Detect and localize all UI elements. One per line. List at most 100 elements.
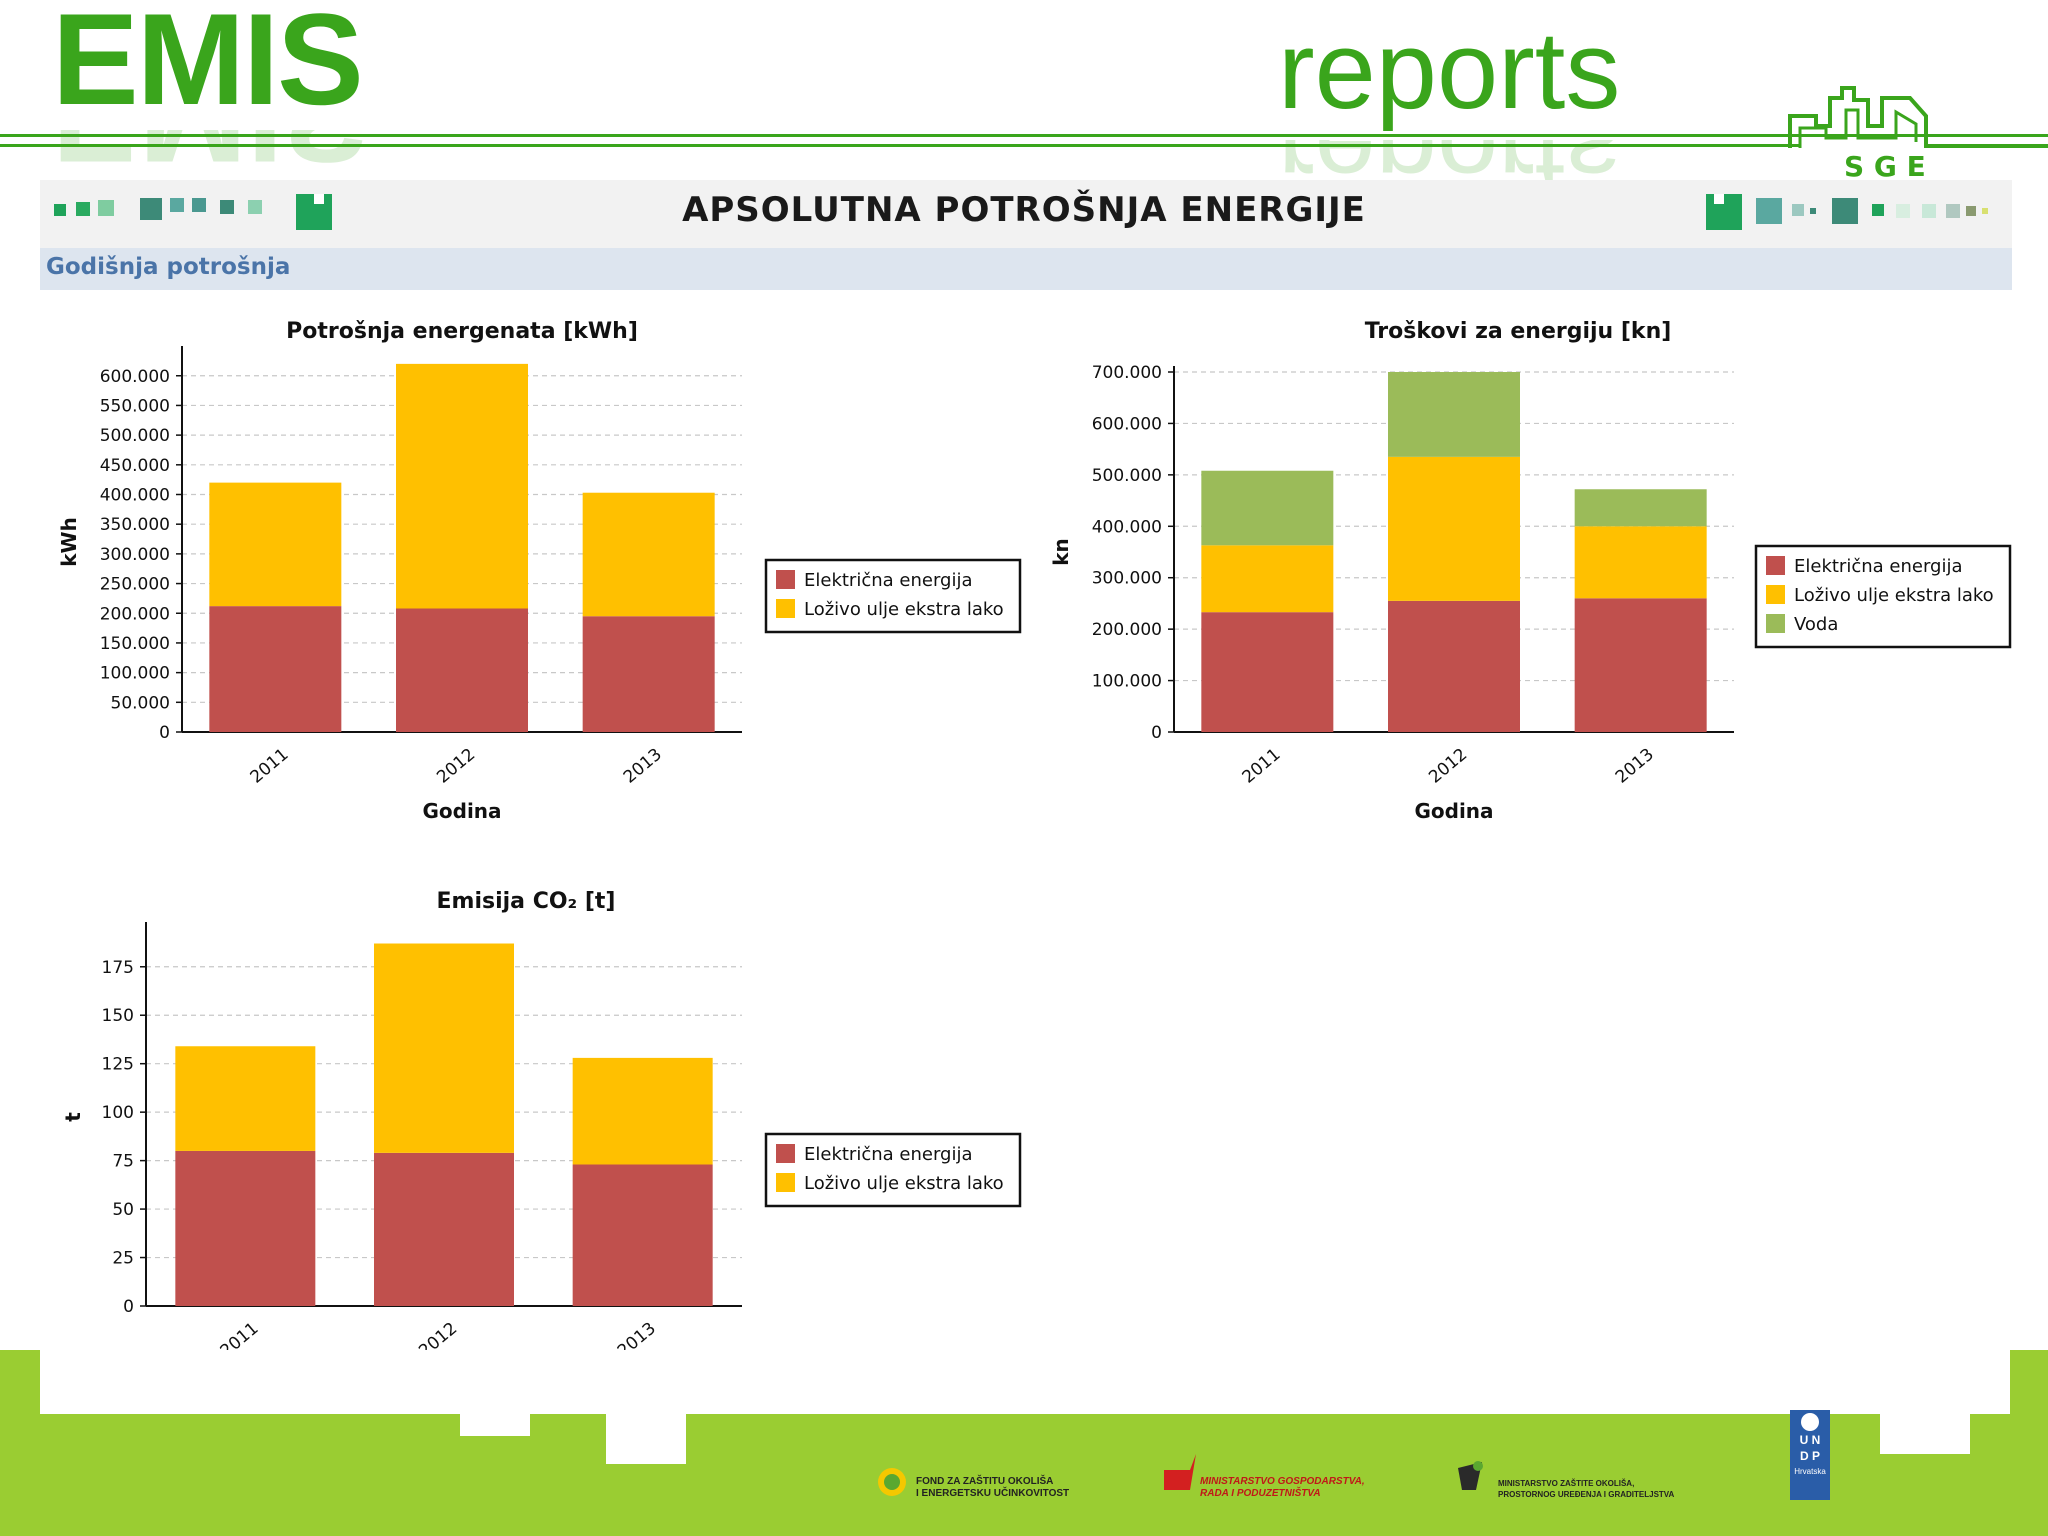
bar-2012-0 xyxy=(1388,600,1520,732)
header-divider-bottom xyxy=(0,144,1800,147)
mzopu-logo-line-1: MINISTARSTVO ZAŠTITE OKOLIŠA, xyxy=(1498,1479,1635,1488)
y-tick-label: 150 xyxy=(102,1006,134,1026)
bar-2011-1 xyxy=(209,482,342,607)
mzopu-logo-line-2: PROSTORNOG UREĐENJA I GRADITELJSTVA xyxy=(1498,1490,1675,1499)
bar-2012-1 xyxy=(396,363,528,609)
legend-swatch xyxy=(1766,585,1785,604)
chart-title: Emisija CO₂ [t] xyxy=(437,889,616,914)
y-tick-label: 75 xyxy=(112,1152,134,1172)
ministarstvo-okolisa-logo: MINISTARSTVO ZAŠTITE OKOLIŠA, PROSTORNOG… xyxy=(1498,1478,1674,1500)
y-axis-label: t xyxy=(61,1112,85,1122)
y-tick-label: 250.000 xyxy=(100,575,170,595)
legend-label: Loživo ulje ekstra lako xyxy=(804,1173,1004,1194)
sge-logo-text: S G E xyxy=(1844,150,1926,180)
undp-logo-line-3: Hrvatska xyxy=(1794,1467,1826,1476)
chart-energy-costs: Troškovi za energiju [kn] 0 100.000 200.000… xyxy=(1049,319,2012,823)
bar-2011-1 xyxy=(1201,545,1334,613)
legend-box xyxy=(764,1132,1022,1208)
bar-2012-2 xyxy=(1388,372,1520,457)
y-tick-label: 600.000 xyxy=(100,367,170,387)
legend-swatch xyxy=(1766,614,1785,633)
legend-swatch xyxy=(1766,556,1785,575)
fond-logo-line-2: I ENERGETSKU UČINKOVITOST xyxy=(916,1488,1070,1499)
legend-swatch xyxy=(776,599,795,618)
bar-2011-2 xyxy=(1201,470,1334,546)
chart-title: Troškovi za energiju [kn] xyxy=(1365,319,1672,344)
legend-label: Električna energija xyxy=(804,570,973,591)
y-tick-label: 700.000 xyxy=(1092,363,1162,383)
brand-reports: reports xyxy=(1278,9,1621,132)
y-tick-label: 100 xyxy=(102,1103,134,1123)
bar-2013-0 xyxy=(1574,598,1707,732)
x-tick-label: 2013 xyxy=(620,745,666,788)
y-tick-label: 200.000 xyxy=(1092,620,1162,640)
sge-house-logo: S G E xyxy=(1788,86,2048,180)
brand-emis-reflection: EMIS xyxy=(52,130,370,182)
y-tick-label: 100.000 xyxy=(100,664,170,684)
undp-logo-line-1: U N xyxy=(1799,1433,1821,1447)
bar-2011-0 xyxy=(175,1150,316,1306)
y-tick-label: 0 xyxy=(123,1297,134,1317)
legend-swatch xyxy=(776,570,795,589)
y-tick-label: 300.000 xyxy=(100,545,170,565)
bar-2013-0 xyxy=(572,1164,713,1306)
fond-logo-line-1: FOND ZA ZAŠTITU OKOLIŠA xyxy=(916,1476,1054,1487)
header-divider-top xyxy=(0,134,2048,137)
y-tick-label: 100.000 xyxy=(1092,672,1162,692)
y-axis-label: kWh xyxy=(57,517,81,567)
bar-2013-1 xyxy=(1574,526,1707,599)
bar-2013-1 xyxy=(582,492,715,617)
x-tick-label: 2013 xyxy=(1612,745,1658,788)
y-tick-label: 450.000 xyxy=(100,456,170,476)
x-axis-label: Godina xyxy=(1414,799,1493,823)
y-tick-label: 400.000 xyxy=(1092,517,1162,537)
legend-label: Loživo ulje ekstra lako xyxy=(1794,585,1994,606)
y-tick-label: 200.000 xyxy=(100,604,170,624)
y-tick-label: 500.000 xyxy=(100,426,170,446)
legend-label: Voda xyxy=(1794,614,1838,635)
y-tick-label: 400.000 xyxy=(100,486,170,506)
bar-2012-1 xyxy=(1388,456,1520,601)
bar-2011-0 xyxy=(1201,612,1334,732)
legend-label: Električna energija xyxy=(1794,556,1963,577)
y-tick-label: 50 xyxy=(112,1200,134,1220)
y-tick-label: 150.000 xyxy=(100,634,170,654)
x-tick-label: 2012 xyxy=(433,745,479,788)
legend-box xyxy=(764,558,1022,634)
banner-title: APSOLUTNA POTROŠNJA ENERGIJE xyxy=(682,190,1366,230)
y-tick-label: 175 xyxy=(102,958,134,978)
section-bar xyxy=(40,248,2012,290)
x-tick-label: 2011 xyxy=(247,745,293,788)
chart-energy-consumption: Potrošnja energenata [kWh] 0 50.000 100.000… xyxy=(57,319,1022,823)
bar-2012-1 xyxy=(374,943,514,1153)
y-tick-label: 600.000 xyxy=(1092,414,1162,434)
bar-2013-0 xyxy=(582,616,715,732)
bar-2012-0 xyxy=(396,608,528,732)
legend-box xyxy=(1754,544,2012,649)
legend-label: Loživo ulje ekstra lako xyxy=(804,599,1004,620)
x-axis-label: Godina xyxy=(422,799,501,823)
undp-logo-line-2: D P xyxy=(1799,1449,1820,1463)
legend-swatch xyxy=(776,1173,795,1192)
y-tick-label: 500.000 xyxy=(1092,466,1162,486)
legend-label: Električna energija xyxy=(804,1144,973,1165)
banner-squares-right xyxy=(1706,194,1988,230)
y-tick-label: 0 xyxy=(159,723,170,743)
y-tick-label: 50.000 xyxy=(111,693,170,713)
y-tick-label: 0 xyxy=(1151,723,1162,743)
y-tick-label: 25 xyxy=(112,1249,134,1269)
report-banner xyxy=(40,180,2012,248)
ministarstvo-gospodarstva-logo: MINISTARSTVO GOSPODARSTVA, RADA I PODUZE… xyxy=(1200,1476,1365,1500)
undp-logo: U N D P Hrvatska xyxy=(1790,1432,1830,1480)
legend-swatch xyxy=(776,1144,795,1163)
bar-2013-2 xyxy=(1574,489,1707,527)
y-tick-label: 300.000 xyxy=(1092,569,1162,589)
section-title[interactable]: Godišnja potrošnja xyxy=(46,254,291,280)
x-tick-label: 2011 xyxy=(1239,745,1285,788)
y-tick-label: 125 xyxy=(102,1055,134,1075)
y-tick-label: 550.000 xyxy=(100,396,170,416)
bar-2011-1 xyxy=(175,1046,316,1151)
chart-title: Potrošnja energenata [kWh] xyxy=(286,319,638,344)
bar-2013-1 xyxy=(572,1057,713,1165)
